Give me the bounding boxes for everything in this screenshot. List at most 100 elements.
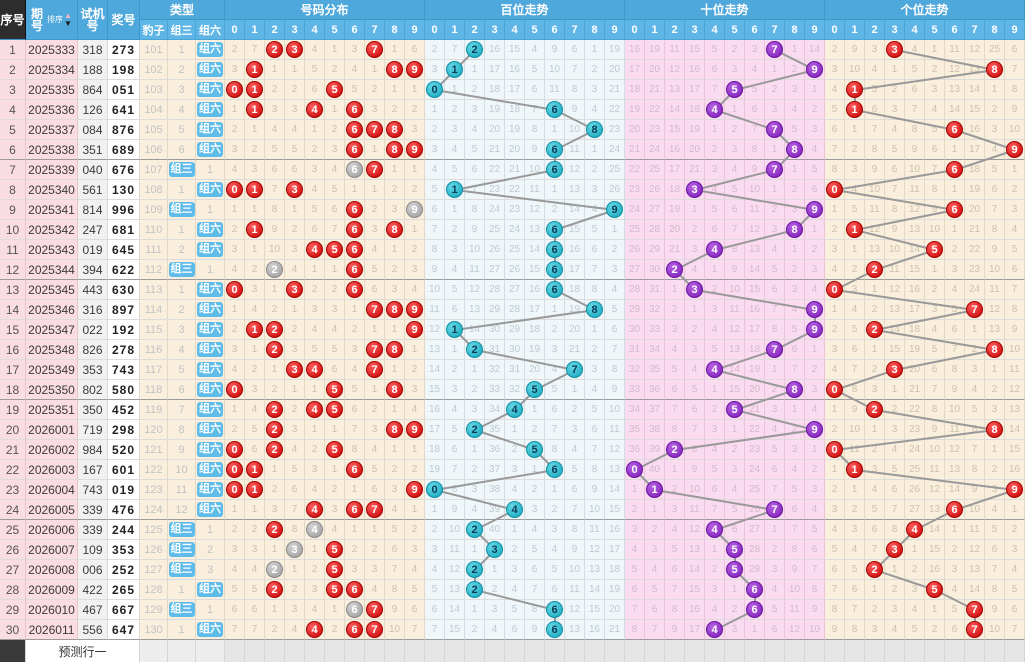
hundreds-cell: 1 <box>585 40 605 60</box>
tens-cell: 9 <box>805 420 825 440</box>
tens-cell: 2 <box>705 560 725 580</box>
zu3-badge: 组三 <box>168 562 195 577</box>
tens-cell: 2 <box>665 300 685 320</box>
dist-cell: 3 <box>405 120 425 140</box>
zu3-cell: 3 <box>168 320 196 340</box>
dist-cell: 4 <box>305 400 325 420</box>
digit-header-dist-5: 5 <box>325 20 345 40</box>
hundreds-cell: 6 <box>585 420 605 440</box>
tens-digit-circle: 7 <box>766 121 783 138</box>
hundreds-digit-circle: 4 <box>506 501 523 518</box>
hundreds-cell: 1 <box>465 540 485 560</box>
dist-cell: 2 <box>245 520 265 540</box>
hundreds-cell: 6 <box>545 160 565 180</box>
dist-cell: 1 <box>245 180 265 200</box>
issue-column-header[interactable]: 期号 排序 ▲ ▼ <box>26 0 78 40</box>
zu6-cell: 组六 <box>196 220 225 240</box>
dist-cell: 2 <box>305 140 325 160</box>
units-cell: 13 <box>925 500 945 520</box>
dist-cell: 3 <box>345 40 365 60</box>
hundreds-digit-circle: 3 <box>486 541 503 558</box>
hundreds-cell: 2 <box>465 460 485 480</box>
dist-cell: 6 <box>345 240 365 260</box>
tens-cell: 6 <box>665 380 685 400</box>
units-cell: 20 <box>905 360 925 380</box>
hundreds-cell: 17 <box>525 300 545 320</box>
tens-cell: 4 <box>785 100 805 120</box>
dist-red-circle: 0 <box>226 481 243 498</box>
units-cell: 1 <box>825 400 845 420</box>
sort-desc-icon[interactable]: ▼ <box>64 18 72 28</box>
hundreds-cell: 9 <box>445 500 465 520</box>
zu3-cell: 2 <box>168 240 196 260</box>
units-cell: 19 <box>905 340 925 360</box>
hundreds-cell: 2 <box>465 620 485 640</box>
dist-cell: 2 <box>225 320 245 340</box>
leopard-miss-cell: 125 <box>140 520 168 540</box>
zu3-cell: 1 <box>168 180 196 200</box>
dist-cell: 3 <box>365 220 385 240</box>
hundreds-cell: 12 <box>465 280 485 300</box>
tens-cell: 9 <box>805 200 825 220</box>
hundreds-cell: 36 <box>485 440 505 460</box>
zu3-cell: 5 <box>168 120 196 140</box>
tens-cell: 3 <box>705 580 725 600</box>
hundreds-cell: 34 <box>485 400 505 420</box>
tens-cell: 1 <box>805 440 825 460</box>
tens-cell: 3 <box>765 400 785 420</box>
dist-cell: 8 <box>385 340 405 360</box>
dist-red-circle: 4 <box>306 621 323 638</box>
units-cell: 13 <box>985 320 1005 340</box>
seq-cell: 15 <box>0 320 26 340</box>
dist-cell: 1 <box>285 380 305 400</box>
tens-cell: 1 <box>645 500 665 520</box>
hundreds-cell: 6 <box>465 160 485 180</box>
tens-cell: 5 <box>665 540 685 560</box>
dist-cell: 2 <box>325 120 345 140</box>
hundreds-cell: 2 <box>585 60 605 80</box>
hundreds-cell: 14 <box>565 200 585 220</box>
tens-cell: 5 <box>645 580 665 600</box>
test-number-cell: 719 <box>78 420 108 440</box>
dist-cell: 5 <box>325 580 345 600</box>
tens-cell: 5 <box>765 440 785 460</box>
tens-digit-circle: 4 <box>706 101 723 118</box>
dist-cell: 1 <box>345 300 365 320</box>
units-cell: 9 <box>865 160 885 180</box>
units-cell: 1 <box>945 220 965 240</box>
win-number-cell: 298 <box>108 420 140 440</box>
units-cell: 3 <box>865 40 885 60</box>
dist-cell: 1 <box>385 160 405 180</box>
dist-cell: 3 <box>405 380 425 400</box>
footer-number-cell <box>925 640 945 662</box>
dist-cell: 5 <box>325 340 345 360</box>
hundreds-cell: 5 <box>585 400 605 420</box>
digit-header-bai-7: 7 <box>565 20 585 40</box>
hundreds-cell: 8 <box>445 480 465 500</box>
sort-control[interactable]: 排序 <box>47 14 63 25</box>
units-cell: 2 <box>1005 180 1025 200</box>
test-number-cell: 339 <box>78 500 108 520</box>
digit-header-ge-0: 0 <box>825 20 845 40</box>
test-number-cell: 556 <box>78 620 108 640</box>
dist-cell: 5 <box>245 420 265 440</box>
zu6-cell: 1 <box>196 200 225 220</box>
units-cell: 8 <box>1005 80 1025 100</box>
tens-cell: 6 <box>745 600 765 620</box>
tens-cell: 5 <box>725 540 745 560</box>
units-cell: 10 <box>845 60 865 80</box>
units-cell: 17 <box>905 300 925 320</box>
sort-asc-icon[interactable]: ▲ <box>64 10 72 20</box>
issue-cell: 2025341 <box>26 200 78 220</box>
footer-number-cell <box>1005 640 1025 662</box>
dist-group-label: 号码分布 <box>300 3 349 17</box>
prediction-footer-row: 预测行一 <box>0 640 1025 662</box>
units-cell: 4 <box>985 500 1005 520</box>
dist-cell: 8 <box>385 580 405 600</box>
hundreds-cell: 18 <box>485 80 505 100</box>
tens-cell: 22 <box>645 100 665 120</box>
hundreds-cell: 13 <box>425 340 445 360</box>
win-number-cell: 353 <box>108 540 140 560</box>
zu6-cell: 组六 <box>196 340 225 360</box>
tens-cell: 3 <box>725 620 745 640</box>
